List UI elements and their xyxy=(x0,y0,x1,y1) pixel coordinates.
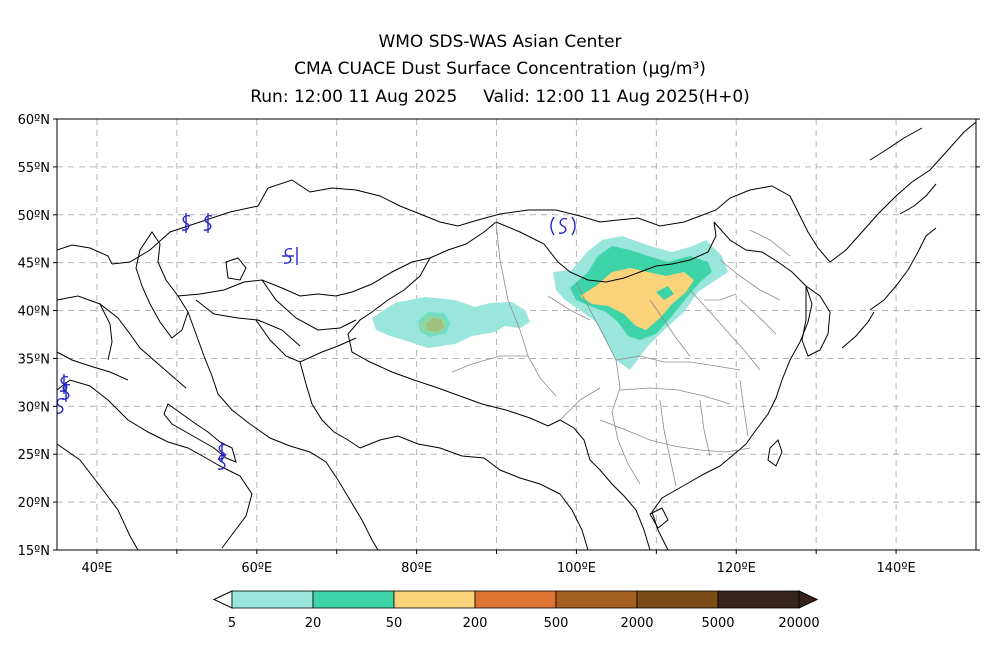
map-frame xyxy=(56,118,977,551)
colorbar-label: 5 xyxy=(228,616,236,631)
lat-tick-label: 60ºN xyxy=(18,113,50,128)
title-line-3: Run: 12:00 11 Aug 2025 Valid: 12:00 11 Au… xyxy=(0,86,1000,108)
title-line-2: CMA CUACE Dust Surface Concentration (μg… xyxy=(294,59,706,79)
lat-tick-label: 30ºN xyxy=(18,400,50,415)
dust-symbol xyxy=(61,382,71,402)
lat-tick-label: 45ºN xyxy=(18,257,50,272)
colorbar: 5 20 50 200 500 2000 5000 20000 xyxy=(212,590,820,631)
dust-symbol xyxy=(57,397,65,414)
lon-tick-label: 40ºE xyxy=(82,561,113,576)
colorbar-segment xyxy=(231,590,314,609)
dust-gobi-50 xyxy=(580,268,694,330)
lon-tick-label: 120ºE xyxy=(717,561,756,576)
colorbar-label: 50 xyxy=(386,616,403,631)
colorbar-segment xyxy=(636,590,719,609)
axis-ticks xyxy=(53,118,980,554)
lat-tick-label: 50ºN xyxy=(18,209,50,224)
colorbar-segment xyxy=(393,590,476,609)
dust-gobi-inner xyxy=(656,286,674,300)
lat-tick-label: 20ºN xyxy=(18,496,50,511)
colorbar-under-arrow xyxy=(212,590,233,609)
lat-tick-label: 40ºN xyxy=(18,305,50,320)
dust-symbol xyxy=(282,247,298,265)
colorbar-label: 500 xyxy=(544,616,569,631)
colorbar-label: 200 xyxy=(463,616,488,631)
colorbar-over-arrow xyxy=(798,590,819,609)
province-borders xyxy=(451,221,791,487)
colorbar-segment xyxy=(474,590,557,609)
dust-symbol xyxy=(203,213,213,233)
dust-weather-symbols xyxy=(57,213,576,470)
dust-taklimakan-50 xyxy=(420,316,447,334)
dust-symbol xyxy=(181,213,191,233)
title-line-1: WMO SDS-WAS Asian Center xyxy=(378,32,622,52)
lon-tick-label: 80ºE xyxy=(401,561,432,576)
dust-symbol xyxy=(550,216,576,236)
colorbar-label: 20 xyxy=(305,616,322,631)
colorbar-segment xyxy=(555,590,638,609)
dust-concentration-fill xyxy=(372,236,728,370)
colorbar-label: 2000 xyxy=(620,616,653,631)
dust-symbol xyxy=(217,442,227,462)
dust-taklimakan-20 xyxy=(418,312,450,337)
run-time: Run: 12:00 11 Aug 2025 xyxy=(250,87,458,107)
colorbar-segment xyxy=(312,590,395,609)
lon-tick-label: 60ºE xyxy=(241,561,272,576)
valid-time: Valid: 12:00 11 Aug 2025(H+0) xyxy=(483,87,750,107)
colorbar-label: 5000 xyxy=(701,616,734,631)
colorbar-segment xyxy=(717,590,800,609)
latitude-labels: 15ºN 20ºN 25ºN 30ºN 35ºN 40ºN 45ºN 50ºN 55ºN 60ºN xyxy=(18,113,50,559)
lon-tick-label: 100ºE xyxy=(557,561,596,576)
lat-tick-label: 15ºN xyxy=(18,544,50,559)
map-gridlines xyxy=(57,119,976,550)
lat-tick-label: 25ºN xyxy=(18,448,50,463)
lon-tick-label: 140ºE xyxy=(877,561,916,576)
lat-tick-label: 55ºN xyxy=(18,161,50,176)
dust-taklimakan-light xyxy=(372,297,530,348)
lat-tick-label: 35ºN xyxy=(18,352,50,367)
dust-symbol xyxy=(217,453,227,470)
longitude-labels: 40ºE 60ºE 80ºE 100ºE 120ºE 140ºE xyxy=(82,561,916,576)
country-borders xyxy=(57,121,976,550)
colorbar-label: 20000 xyxy=(778,616,819,631)
